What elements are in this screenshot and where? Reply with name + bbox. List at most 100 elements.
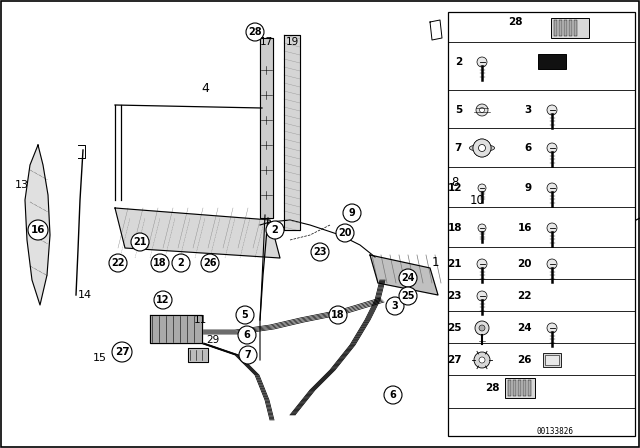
Circle shape xyxy=(201,254,219,272)
Text: 9: 9 xyxy=(349,208,355,218)
Circle shape xyxy=(474,352,490,368)
Text: 8: 8 xyxy=(451,177,459,190)
Text: 16: 16 xyxy=(31,225,45,235)
Polygon shape xyxy=(25,145,50,305)
Polygon shape xyxy=(188,348,208,362)
Bar xyxy=(518,380,521,396)
Text: 9: 9 xyxy=(525,183,532,193)
Polygon shape xyxy=(150,315,202,343)
Text: 28: 28 xyxy=(248,27,262,37)
Text: 22: 22 xyxy=(518,291,532,301)
Circle shape xyxy=(343,204,361,222)
Circle shape xyxy=(172,254,190,272)
Text: 10: 10 xyxy=(470,194,484,207)
Circle shape xyxy=(477,57,487,67)
Circle shape xyxy=(475,321,489,335)
Text: 11: 11 xyxy=(193,315,207,325)
Circle shape xyxy=(399,269,417,287)
Text: 20: 20 xyxy=(339,228,352,238)
Circle shape xyxy=(238,326,256,344)
Text: 24: 24 xyxy=(401,273,415,283)
Circle shape xyxy=(112,342,132,362)
Circle shape xyxy=(473,139,491,157)
Circle shape xyxy=(479,145,486,151)
Circle shape xyxy=(477,291,487,301)
Text: 21: 21 xyxy=(447,259,462,269)
Text: 22: 22 xyxy=(111,258,125,268)
Circle shape xyxy=(384,386,402,404)
Circle shape xyxy=(266,221,284,239)
Circle shape xyxy=(236,306,254,324)
Circle shape xyxy=(477,259,487,269)
Circle shape xyxy=(478,224,486,232)
Text: 00133826: 00133826 xyxy=(536,427,573,436)
Circle shape xyxy=(479,357,485,363)
Text: 20: 20 xyxy=(518,259,532,269)
Text: 3: 3 xyxy=(392,301,398,311)
Circle shape xyxy=(151,254,169,272)
Bar xyxy=(574,20,577,36)
Text: 29: 29 xyxy=(206,335,220,345)
Text: 17: 17 xyxy=(259,37,273,47)
Circle shape xyxy=(386,297,404,315)
Bar xyxy=(569,20,572,36)
Text: 23: 23 xyxy=(313,247,327,257)
Bar xyxy=(505,378,535,398)
Text: 25: 25 xyxy=(447,323,462,333)
Circle shape xyxy=(399,287,417,305)
Text: 13: 13 xyxy=(15,180,29,190)
Bar xyxy=(513,380,516,396)
Circle shape xyxy=(547,143,557,153)
Text: 25: 25 xyxy=(401,291,415,301)
Circle shape xyxy=(336,224,354,242)
Bar xyxy=(564,20,567,36)
Ellipse shape xyxy=(469,145,495,151)
Text: 14: 14 xyxy=(78,290,92,300)
Bar xyxy=(448,12,635,436)
Circle shape xyxy=(154,291,172,309)
Circle shape xyxy=(547,259,557,269)
Circle shape xyxy=(473,139,491,157)
Bar xyxy=(559,20,562,36)
Bar xyxy=(538,55,566,69)
Bar xyxy=(528,380,531,396)
Circle shape xyxy=(246,23,264,41)
Text: 6: 6 xyxy=(525,143,532,153)
Circle shape xyxy=(109,254,127,272)
Circle shape xyxy=(547,105,557,115)
Text: 26: 26 xyxy=(204,258,217,268)
Text: 6: 6 xyxy=(244,330,250,340)
Text: 7: 7 xyxy=(454,143,462,153)
Text: 16: 16 xyxy=(518,223,532,233)
Circle shape xyxy=(479,108,484,112)
Circle shape xyxy=(547,323,557,333)
Polygon shape xyxy=(260,38,273,218)
Text: 27: 27 xyxy=(447,355,462,365)
Polygon shape xyxy=(370,255,438,295)
Text: 28: 28 xyxy=(486,383,500,393)
Text: 12: 12 xyxy=(156,295,170,305)
Circle shape xyxy=(131,233,149,251)
Text: 23: 23 xyxy=(447,291,462,301)
Text: 3: 3 xyxy=(525,105,532,115)
Text: 18: 18 xyxy=(331,310,345,320)
Text: 6: 6 xyxy=(390,390,396,400)
Circle shape xyxy=(239,346,257,364)
Text: 2: 2 xyxy=(455,57,462,67)
Text: 7: 7 xyxy=(244,350,252,360)
Bar xyxy=(551,18,589,38)
Text: 21: 21 xyxy=(133,237,147,247)
Circle shape xyxy=(476,104,488,116)
Text: 5: 5 xyxy=(455,105,462,115)
Polygon shape xyxy=(115,208,280,258)
Text: 18: 18 xyxy=(153,258,167,268)
Circle shape xyxy=(478,184,486,192)
Circle shape xyxy=(547,183,557,193)
Circle shape xyxy=(28,220,48,240)
Text: 4: 4 xyxy=(201,82,209,95)
Text: 15: 15 xyxy=(93,353,107,363)
Circle shape xyxy=(479,325,485,331)
Text: 12: 12 xyxy=(447,183,462,193)
Circle shape xyxy=(311,243,329,261)
Circle shape xyxy=(547,223,557,233)
